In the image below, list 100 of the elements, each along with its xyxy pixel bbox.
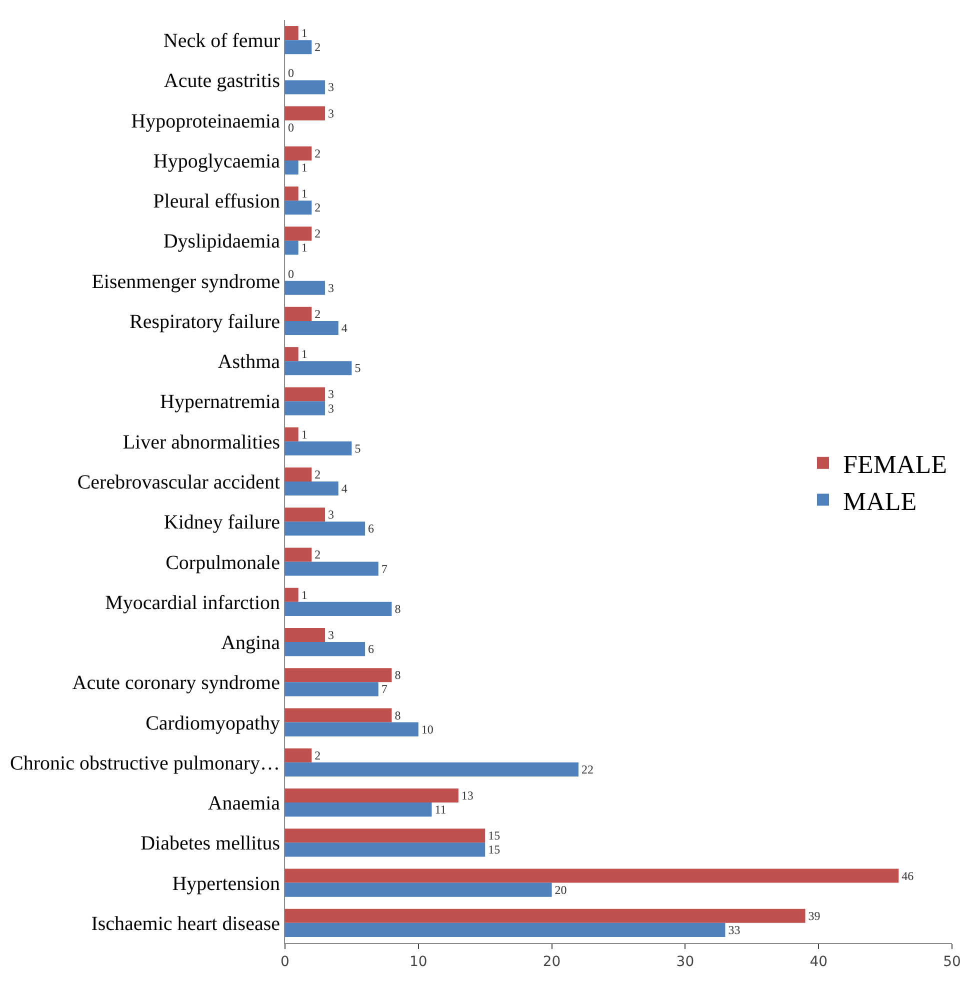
bar — [285, 828, 486, 843]
y-tick-label: Kidney failure — [164, 512, 280, 534]
x-tick-label: 20 — [542, 954, 561, 970]
y-tick-label: Anaemia — [208, 792, 280, 815]
data-label: 5 — [354, 361, 361, 376]
data-label: 0 — [288, 120, 294, 134]
bar — [285, 40, 312, 54]
data-label: 22 — [581, 762, 594, 776]
bar — [285, 106, 326, 120]
y-tick-label: Hypernatremia — [160, 391, 280, 414]
bar — [285, 347, 298, 362]
data-label: 8 — [394, 708, 401, 722]
legend-label: MALE — [843, 486, 917, 516]
bar — [285, 26, 298, 40]
data-label: 6 — [368, 522, 374, 536]
data-label: 3 — [328, 280, 334, 295]
data-label: 4 — [341, 482, 348, 496]
y-tick-label: Ischaemic heart disease — [91, 912, 280, 935]
y-tick-label: Chronic obstructive pulmonary… — [10, 752, 280, 774]
bar — [285, 467, 312, 482]
bar — [285, 240, 298, 255]
bar — [285, 401, 326, 416]
data-label: 7 — [381, 682, 388, 696]
data-label: 11 — [434, 802, 446, 817]
bar — [285, 548, 312, 562]
x-tick-label: 0 — [280, 954, 290, 970]
bar — [285, 226, 312, 241]
x-tick-label: 40 — [810, 954, 828, 970]
data-label: 2 — [314, 226, 321, 241]
bar — [285, 80, 326, 94]
y-tick-label: Corpulmonale — [166, 552, 280, 574]
data-label: 1 — [301, 347, 308, 362]
data-label: 1 — [301, 427, 308, 442]
data-label: 2 — [314, 40, 321, 54]
bar — [285, 361, 352, 376]
bar — [285, 508, 326, 522]
y-tick-label: Diabetes mellitus — [140, 832, 280, 855]
data-label: 2 — [314, 467, 321, 482]
y-tick-label: Asthma — [218, 351, 280, 374]
bar — [285, 708, 392, 722]
bar — [285, 441, 352, 456]
data-label: 3 — [328, 80, 334, 94]
bar — [285, 306, 312, 321]
bar — [285, 882, 552, 897]
bar — [285, 522, 366, 536]
bar — [285, 200, 312, 215]
bar — [285, 842, 486, 857]
data-label: 1 — [301, 240, 308, 255]
bar — [285, 922, 726, 937]
y-tick-label: Hypoproteinaemia — [131, 110, 280, 132]
y-tick-label: Eisenmenger syndrome — [92, 270, 280, 293]
data-label: 0 — [288, 66, 294, 80]
y-tick-label: Angina — [221, 632, 280, 654]
x-tick-label: 50 — [943, 954, 961, 970]
y-tick-label: Pleural effusion — [153, 190, 280, 213]
x-tick-label: 10 — [409, 954, 428, 970]
bar — [285, 482, 338, 496]
bar — [285, 186, 298, 201]
data-label: 15 — [488, 828, 500, 843]
data-label: 1 — [301, 588, 308, 602]
y-tick-label: Dyslipidaemia — [163, 230, 280, 253]
data-label: 0 — [288, 266, 294, 281]
bar — [285, 427, 298, 442]
y-tick-label: Hypertension — [172, 872, 280, 895]
bar — [285, 868, 899, 883]
y-tick-label: Neck of femur — [163, 30, 280, 52]
data-label: 4 — [341, 321, 348, 335]
bar — [285, 387, 326, 402]
data-label: 3 — [328, 628, 334, 642]
bar — [285, 682, 378, 696]
x-tick-label: 30 — [676, 954, 694, 970]
data-label: 13 — [461, 788, 474, 803]
data-label: 6 — [368, 642, 374, 656]
y-tick-label: Cardiomyopathy — [146, 712, 280, 734]
data-label: 3 — [328, 106, 334, 120]
data-label: 1 — [301, 26, 308, 40]
bar — [285, 628, 326, 642]
data-label: 2 — [314, 306, 321, 321]
y-tick-label: Liver abnormalities — [122, 431, 280, 454]
bar — [285, 588, 298, 602]
data-label: 39 — [808, 908, 820, 923]
bar — [285, 562, 378, 576]
data-label: 15 — [488, 842, 500, 857]
bar — [285, 642, 366, 656]
data-label: 33 — [728, 922, 740, 937]
bar — [285, 320, 338, 336]
data-label: 5 — [354, 441, 361, 456]
bar — [285, 280, 326, 295]
data-label: 3 — [328, 401, 334, 416]
bar — [285, 908, 806, 923]
y-tick-label: Myocardial infarction — [105, 592, 280, 614]
bar — [285, 668, 392, 682]
bar — [285, 602, 392, 616]
y-tick-label: Hypoglycaemia — [153, 150, 280, 172]
data-label: 2 — [314, 146, 321, 160]
data-label: 1 — [301, 186, 308, 201]
legend-label: FEMALE — [843, 450, 947, 480]
data-label: 7 — [381, 562, 388, 576]
y-tick-label: Cerebrovascular accident — [77, 472, 280, 494]
data-label: 8 — [394, 668, 401, 682]
